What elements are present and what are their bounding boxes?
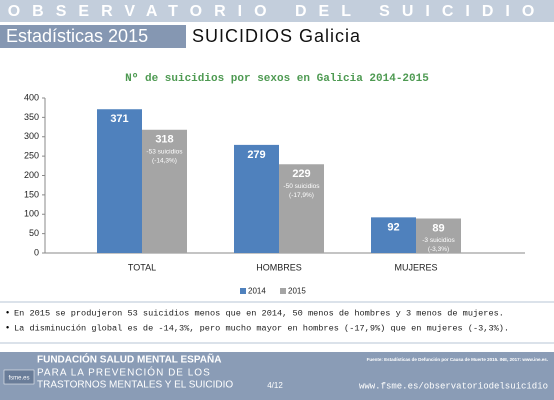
bullet-dot: •: [6, 322, 9, 332]
banner-bg: [0, 0, 554, 22]
data-label: 92: [387, 221, 399, 233]
legend-swatch: [240, 288, 246, 294]
y-tick-label: 350: [24, 112, 39, 122]
y-tick-label: 250: [24, 151, 39, 161]
section-bg: [0, 25, 186, 48]
bar: [416, 218, 461, 253]
y-tick-label: 100: [24, 209, 39, 219]
y-tick-label: 50: [29, 228, 39, 238]
bar: [234, 144, 279, 253]
subtitle: SUICIDIOS Galicia: [192, 26, 361, 46]
bar-note: (-14,3%): [152, 157, 177, 164]
section: Estadísticas 2015: [6, 26, 148, 46]
bar-note: (-3,3%): [428, 246, 449, 253]
data-label: 279: [247, 149, 265, 161]
bar: [97, 109, 142, 253]
bar: [279, 164, 324, 253]
logo-box: [3, 369, 35, 385]
x-tick-label: TOTAL: [128, 262, 156, 272]
y-tick-label: 300: [24, 131, 39, 141]
legend-swatch: [280, 288, 286, 294]
bar-note: (-17,9%): [289, 192, 314, 199]
bar: [142, 129, 187, 253]
url: www.fsme.es/observatoriodelsuicidio: [359, 381, 548, 391]
bullet: En 2015 se produjeron 53 suicidios menos…: [14, 308, 504, 318]
page-number: 4/12: [267, 381, 283, 390]
data-label: 229: [292, 168, 310, 180]
bullet: La disminución global es de -14,3%, pero…: [14, 323, 509, 333]
y-tick-label: 0: [34, 247, 39, 257]
banner: OBSERVATORIO DEL SUICIDIO: [8, 3, 547, 20]
y-tick-label: 200: [24, 170, 39, 180]
data-label: 89: [432, 222, 444, 234]
bar-note: -3 suicidios: [422, 237, 455, 244]
footer-bg: [0, 352, 554, 400]
y-tick-label: 400: [24, 92, 39, 102]
bar: [371, 217, 416, 253]
bar-note: -50 suicidios: [283, 183, 320, 190]
x-tick-label: MUJERES: [394, 262, 437, 272]
x-tick-label: HOMBRES: [256, 262, 302, 272]
legend-label: 2015: [288, 287, 306, 296]
bar-note: -53 suicidios: [146, 148, 183, 155]
data-label: 371: [110, 113, 128, 125]
chart-title: Nº de suicidios por sexos en Galicia 201…: [125, 73, 429, 85]
org: FUNDACIÓN SALUD MENTAL ESPAÑA: [37, 353, 221, 366]
legend-label: 2014: [248, 287, 266, 296]
logo: fsme.es: [8, 376, 29, 382]
tagline: TRASTORNOS MENTALES Y EL SUICIDIO: [37, 380, 233, 391]
tagline: PARA LA PREVENCIÓN DE LOS: [37, 366, 211, 379]
data-label: 318: [155, 134, 173, 146]
source: Fuente: Estadísticas de Defunción por Ca…: [367, 357, 548, 362]
bullet-dot: •: [6, 307, 9, 317]
y-tick-label: 150: [24, 189, 39, 199]
